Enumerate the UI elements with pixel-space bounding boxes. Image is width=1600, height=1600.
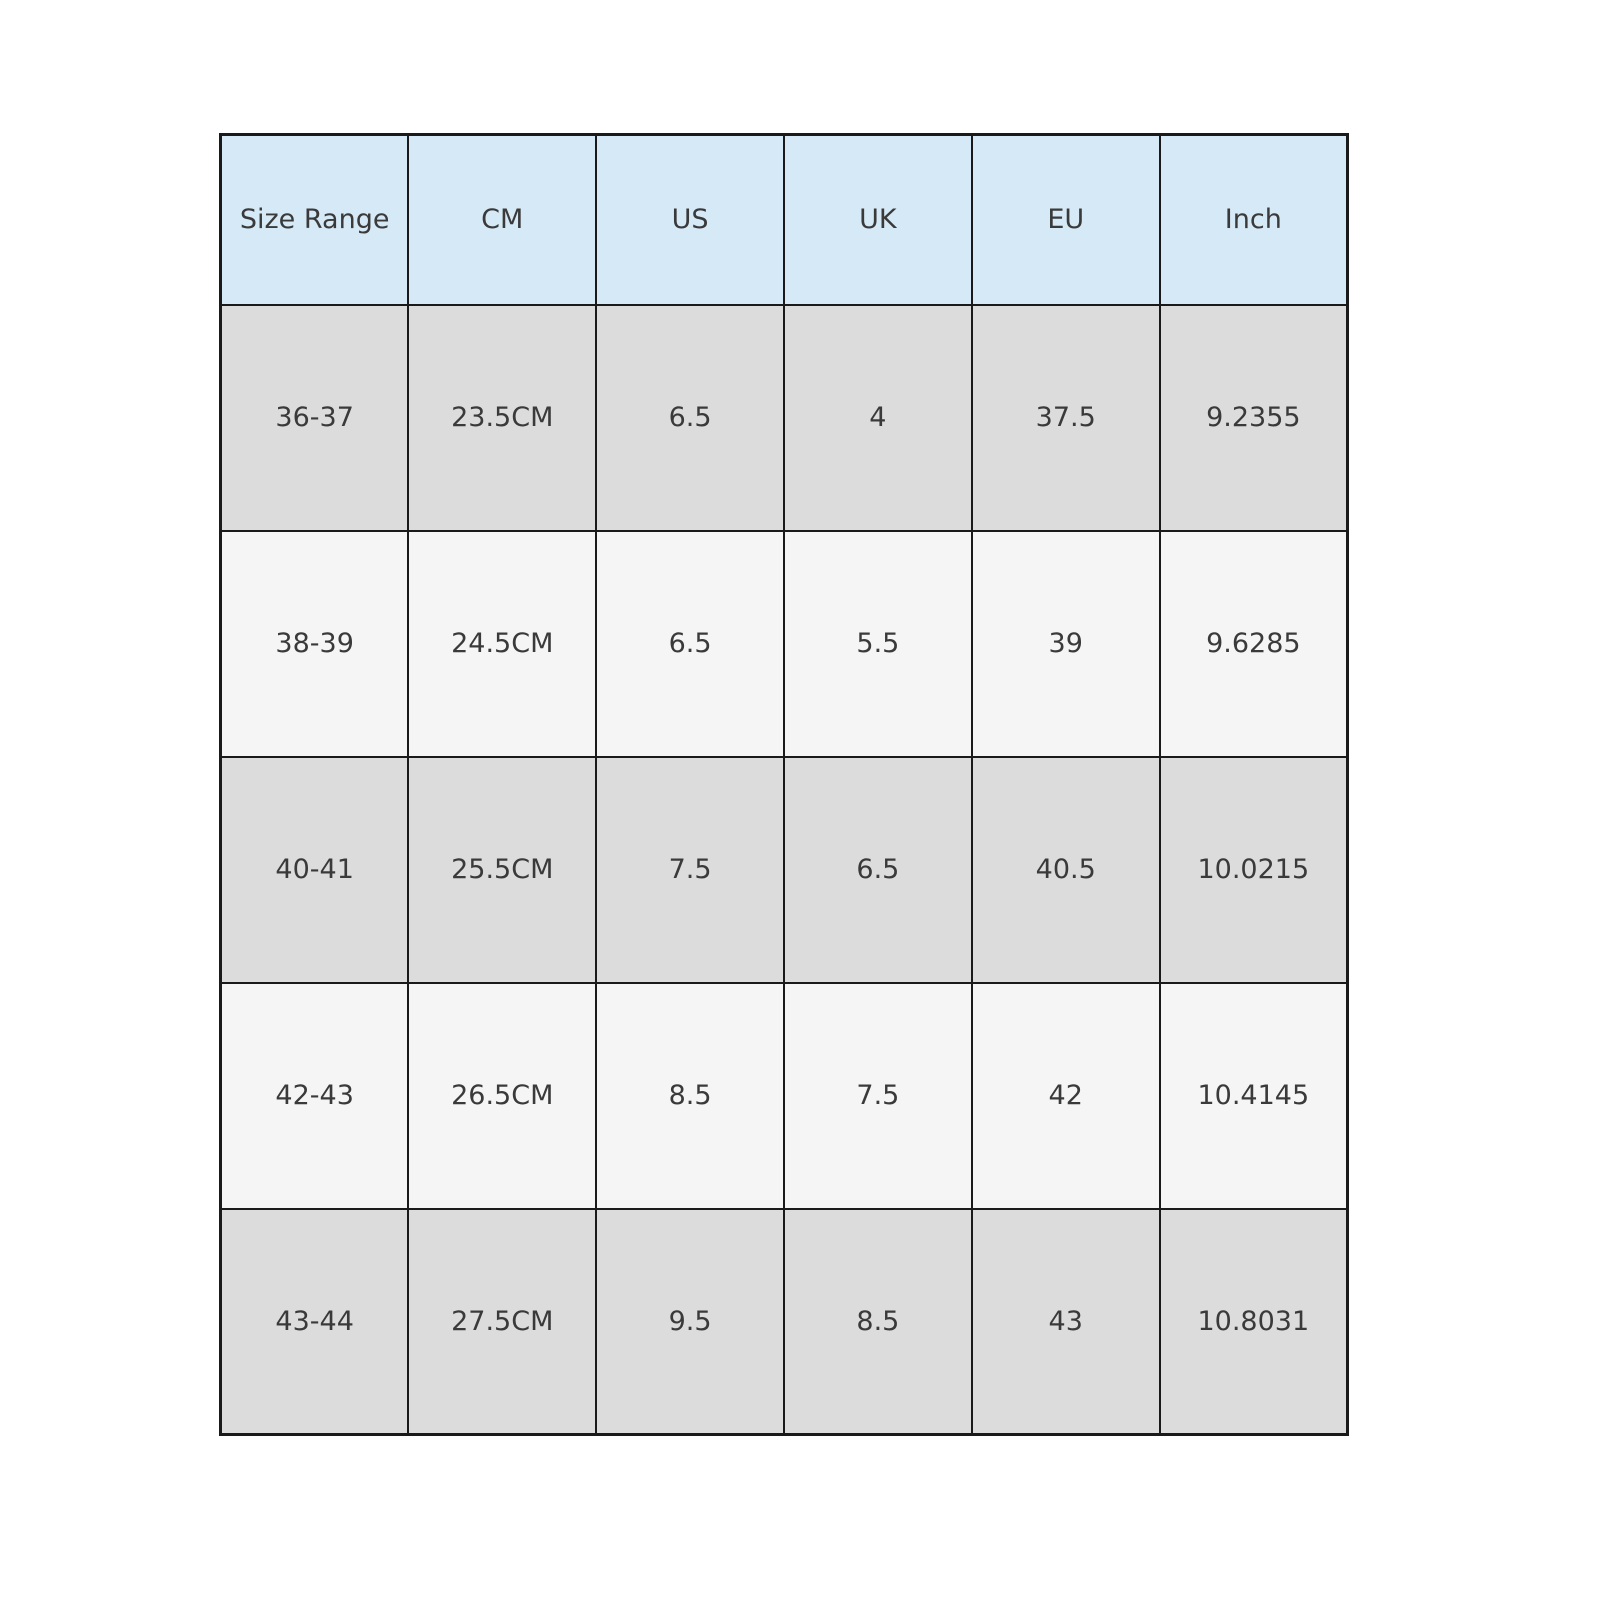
cell-cm: 25.5CM xyxy=(407,755,598,984)
cell-inch: 10.4145 xyxy=(1158,981,1349,1210)
cell-eu: 39 xyxy=(970,529,1161,758)
cell-cm: 23.5CM xyxy=(407,303,598,532)
cell-inch: 10.0215 xyxy=(1158,755,1349,984)
table-row: 42-43 26.5CM 8.5 7.5 42 10.4145 xyxy=(219,981,1349,1210)
column-header-size-range: Size Range xyxy=(219,133,410,306)
table-row: 40-41 25.5CM 7.5 6.5 40.5 10.0215 xyxy=(219,755,1349,984)
cell-cm: 26.5CM xyxy=(407,981,598,1210)
table-header: Size Range CM US UK EU Inch xyxy=(219,133,1349,306)
cell-us: 8.5 xyxy=(595,981,785,1210)
column-header-inch: Inch xyxy=(1158,133,1349,306)
cell-size-range: 40-41 xyxy=(219,755,410,984)
cell-eu: 40.5 xyxy=(970,755,1161,984)
cell-us: 9.5 xyxy=(595,1207,785,1436)
cell-uk: 7.5 xyxy=(782,981,973,1210)
column-header-eu: EU xyxy=(970,133,1161,306)
cell-uk: 6.5 xyxy=(782,755,973,984)
column-header-uk: UK xyxy=(782,133,973,306)
cell-size-range: 42-43 xyxy=(219,981,410,1210)
column-header-cm: CM xyxy=(407,133,598,306)
cell-us: 6.5 xyxy=(595,303,785,532)
cell-eu: 42 xyxy=(970,981,1161,1210)
cell-inch: 9.2355 xyxy=(1158,303,1349,532)
table-body: 36-37 23.5CM 6.5 4 37.5 9.2355 38-39 24.… xyxy=(219,303,1349,1436)
cell-inch: 9.6285 xyxy=(1158,529,1349,758)
column-header-us: US xyxy=(595,133,785,306)
header-row: Size Range CM US UK EU Inch xyxy=(219,133,1349,306)
size-chart-table: Size Range CM US UK EU Inch 36-37 23.5CM… xyxy=(219,133,1349,1436)
table-row: 36-37 23.5CM 6.5 4 37.5 9.2355 xyxy=(219,303,1349,532)
cell-uk: 5.5 xyxy=(782,529,973,758)
table-row: 43-44 27.5CM 9.5 8.5 43 10.8031 xyxy=(219,1207,1349,1436)
cell-us: 6.5 xyxy=(595,529,785,758)
cell-eu: 37.5 xyxy=(970,303,1161,532)
cell-eu: 43 xyxy=(970,1207,1161,1436)
cell-size-range: 36-37 xyxy=(219,303,410,532)
cell-cm: 27.5CM xyxy=(407,1207,598,1436)
cell-uk: 8.5 xyxy=(782,1207,973,1436)
cell-size-range: 43-44 xyxy=(219,1207,410,1436)
cell-cm: 24.5CM xyxy=(407,529,598,758)
cell-size-range: 38-39 xyxy=(219,529,410,758)
cell-inch: 10.8031 xyxy=(1158,1207,1349,1436)
cell-us: 7.5 xyxy=(595,755,785,984)
cell-uk: 4 xyxy=(782,303,973,532)
table-row: 38-39 24.5CM 6.5 5.5 39 9.6285 xyxy=(219,529,1349,758)
